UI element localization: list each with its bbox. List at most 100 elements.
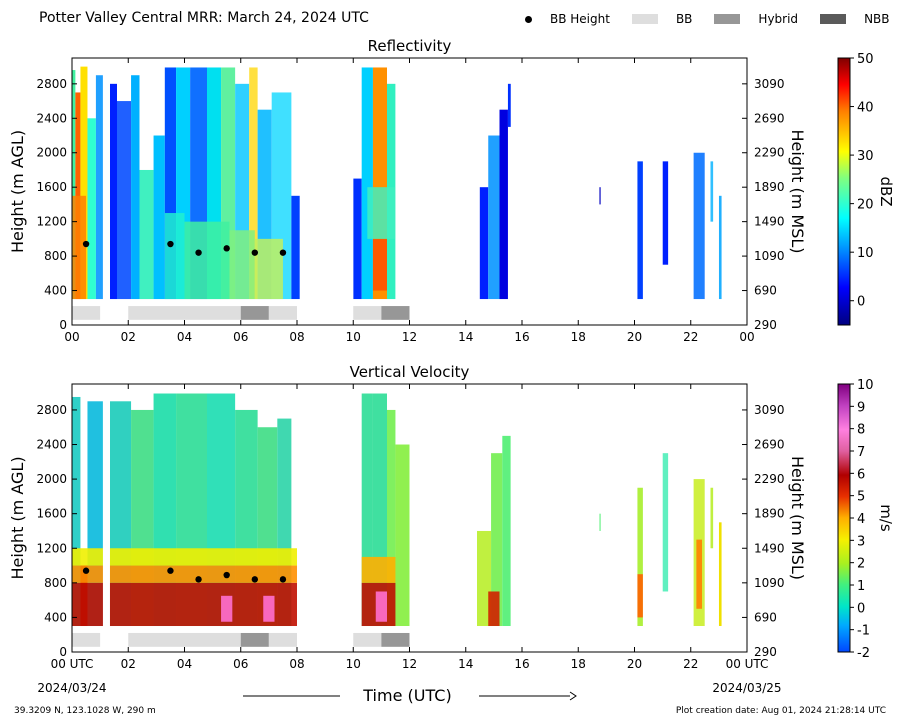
y-axis-label-right: Height (m MSL)	[788, 456, 807, 580]
echo-column	[710, 161, 714, 222]
x-tick-label: 18	[571, 657, 586, 671]
y-axis-label: Height (m AGL)	[8, 456, 27, 579]
y-tick-label: 800	[44, 249, 67, 263]
x-date-right: 2024/03/25	[712, 681, 781, 695]
echo-column	[291, 195, 300, 300]
colorbar-tick-label: 3	[857, 534, 865, 549]
gap	[519, 58, 600, 301]
echo-band	[375, 591, 387, 622]
time-arrow-head-icon	[569, 691, 577, 701]
echo-band	[361, 556, 396, 583]
echo-column	[95, 75, 103, 300]
y-tick-label: 2000	[36, 146, 67, 160]
x-tick-label: 04	[177, 657, 192, 671]
echo-column	[637, 161, 643, 300]
gap	[600, 384, 638, 628]
y-tick-label-right: 1090	[754, 576, 785, 590]
echo-core	[254, 238, 283, 300]
y-tick-label: 0	[59, 645, 67, 659]
colorbar-tick-label: 30	[857, 149, 874, 164]
y-tick-label-right: 2690	[754, 438, 785, 452]
echo-column	[491, 453, 503, 627]
echo-core	[372, 238, 387, 291]
bb-height-point	[251, 576, 259, 583]
x-tick-label: 10	[346, 657, 361, 671]
echo-band	[72, 548, 297, 566]
x-tick-label: 20	[627, 657, 642, 671]
x-tick-label: 22	[683, 330, 698, 344]
echo-band	[637, 574, 643, 618]
colorbar-tick-label: 10	[857, 246, 874, 261]
y-tick-label: 1600	[36, 507, 67, 521]
x-tick-label: 00 UTC	[726, 657, 769, 671]
echo-column	[72, 396, 81, 627]
hybrid-swatch-icon	[714, 14, 741, 24]
echo-column	[499, 109, 508, 300]
echo-core	[367, 187, 396, 239]
gap	[299, 58, 354, 301]
legend-item-bb-height: BB Height	[525, 12, 610, 26]
legend-item-bb: BB	[631, 12, 693, 26]
panel-title: Vertical Velocity	[350, 363, 470, 381]
bb-height-marker-icon	[525, 15, 532, 23]
x-tick-label: 08	[289, 657, 304, 671]
echo-column	[710, 487, 714, 549]
bb-height-point	[279, 249, 287, 256]
bb-type-segment	[268, 306, 297, 320]
y-tick-label: 1200	[36, 541, 67, 555]
bb-height-point	[223, 571, 230, 579]
echo-band	[263, 595, 275, 622]
y-tick-label-right: 2290	[754, 472, 785, 486]
y-tick-label: 2800	[36, 403, 67, 417]
echo-column	[164, 67, 177, 300]
y-tick-label: 400	[44, 610, 67, 624]
gap	[721, 384, 747, 628]
bb-height-point	[279, 576, 287, 583]
echo-band	[72, 565, 297, 583]
legend-label: BB	[675, 12, 693, 26]
echo-column	[637, 487, 643, 627]
colorbar-tick-label: 10	[857, 378, 874, 393]
bb-swatch-icon	[631, 14, 658, 24]
bb-height-point	[167, 567, 174, 574]
echo-column	[387, 409, 396, 627]
echo-column	[117, 101, 132, 300]
y-tick-label: 400	[44, 284, 67, 298]
gap	[395, 58, 477, 301]
y-tick-label: 800	[44, 576, 67, 590]
y-axis-label: Height (m AGL)	[8, 130, 27, 253]
colorbar-tick-label: 20	[857, 198, 874, 213]
legend-label: BB Height	[550, 12, 610, 26]
bb-height-point	[82, 240, 90, 248]
x-tick-label: 02	[121, 657, 136, 671]
colorbar-tick-label: 7	[857, 445, 865, 460]
y-tick-label-right: 690	[754, 610, 777, 624]
colorbar-tick-label: 9	[857, 400, 865, 415]
y-axis-label-right: Height (m MSL)	[788, 129, 807, 253]
colorbar-tick-label: 6	[857, 467, 865, 482]
x-tick-label: 16	[514, 330, 529, 344]
location-text: 39.3209 N, 123.1028 W, 290 m	[14, 706, 156, 716]
gap	[713, 384, 719, 628]
echo-column	[72, 70, 76, 300]
echo-column	[361, 67, 373, 300]
echo-column	[361, 393, 373, 627]
nbb-swatch-icon	[820, 14, 847, 24]
colorbar-label: m/s	[877, 504, 895, 532]
echo-core	[72, 195, 87, 300]
echo-column	[502, 435, 511, 627]
bb-type-segment	[72, 306, 101, 320]
colorbar-label: dBZ	[877, 176, 895, 206]
creation-date-text: Plot creation date: Aug 01, 2024 21:28:1…	[675, 706, 886, 716]
echo-column	[139, 169, 154, 300]
gap	[704, 384, 711, 628]
echo-column	[249, 67, 258, 300]
gap	[668, 384, 694, 628]
gap	[102, 58, 110, 301]
gap	[704, 58, 711, 301]
y-tick-label-right: 1890	[754, 180, 785, 194]
x-tick-label: 22	[683, 657, 698, 671]
echo-column	[693, 152, 705, 300]
y-tick-label-right: 690	[754, 284, 777, 298]
y-tick-label-right: 290	[754, 318, 777, 332]
